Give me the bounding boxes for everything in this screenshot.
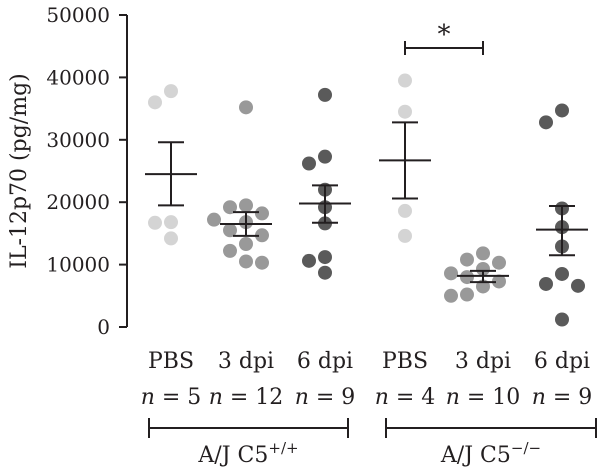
y-tick-label: 30000: [46, 128, 110, 152]
sample-size-symbol: n: [532, 385, 546, 410]
data-point: [460, 270, 474, 285]
sample-size-space: [309, 385, 316, 410]
sample-size-symbol: n: [141, 385, 155, 410]
data-point: [318, 149, 332, 164]
data-point: [318, 87, 332, 102]
sample-size-value: = 4: [396, 385, 435, 410]
data-point: [223, 223, 237, 238]
data-point: [302, 253, 316, 268]
sample-size-symbol: n: [446, 385, 460, 410]
data-point: [460, 287, 474, 302]
data-point: [239, 237, 253, 252]
data-point: [571, 278, 585, 293]
sample-size-space: [155, 385, 162, 410]
category-label: PBS: [382, 349, 428, 374]
data-point: [164, 231, 178, 246]
data-point: [492, 274, 506, 289]
sample-size-label: n = 4: [375, 385, 436, 410]
sample-size-space: [389, 385, 396, 410]
y-tick-label: 20000: [46, 190, 110, 214]
data-point: [223, 200, 237, 215]
category-group: [444, 246, 509, 303]
data-point: [318, 250, 332, 265]
data-point: [302, 156, 316, 171]
category-label: PBS: [148, 349, 194, 374]
category-group: [379, 73, 431, 243]
category-group: [299, 87, 351, 280]
data-point: [398, 104, 412, 119]
data-point: [555, 103, 569, 118]
group-label-superscript: +/+: [268, 439, 298, 457]
group-label-superscript: −/−: [511, 439, 541, 457]
sample-size-value: = 9: [553, 385, 592, 410]
significance-annotation: *: [404, 20, 484, 55]
data-point: [444, 266, 458, 281]
sample-size-value: = 5: [162, 385, 201, 410]
data-point: [164, 215, 178, 230]
group-label: A/J C5−/−: [440, 439, 541, 468]
group-brackets: A/J C5+/+ A/J C5−/−: [148, 418, 597, 468]
category-group: [145, 84, 197, 246]
category-group: [536, 103, 588, 327]
data-point: [318, 265, 332, 280]
y-tick-label: 10000: [46, 253, 110, 277]
sample-size-label: n = 9: [295, 385, 356, 410]
category-label: 3 dpi: [455, 349, 511, 374]
sample-size-space: [460, 385, 467, 410]
data-point: [398, 203, 412, 218]
data-point: [239, 198, 253, 213]
data-point: [476, 246, 490, 261]
y-tick-label: 50000: [46, 3, 110, 27]
data-point: [444, 288, 458, 303]
sample-size-symbol: n: [209, 385, 223, 410]
sample-size-value: = 12: [230, 385, 283, 410]
significance-star: *: [438, 20, 451, 50]
data-point: [492, 255, 506, 270]
category-label: 6 dpi: [297, 349, 353, 374]
category-group: [207, 100, 272, 270]
data-point: [255, 206, 269, 221]
data-point: [148, 95, 162, 110]
x-axis-labels: PBS n = 5 3 dpi n = 12 6 dpi n = 9 PBS n = 4 3 d…: [141, 349, 593, 410]
sample-size-symbol: n: [295, 385, 309, 410]
data-point: [476, 261, 490, 276]
data-point: [148, 215, 162, 230]
sample-size-label: n = 9: [532, 385, 593, 410]
sample-size-space: [546, 385, 553, 410]
plot-area: [145, 73, 588, 327]
data-point: [460, 252, 474, 267]
y-ticks: 0 10000 20000 30000 40000 50000: [46, 3, 127, 339]
data-point: [555, 312, 569, 327]
sample-size-label: n = 12: [209, 385, 284, 410]
data-point: [255, 255, 269, 270]
data-point: [223, 243, 237, 258]
group-label-main: A/J C5: [440, 443, 511, 468]
data-point: [239, 100, 253, 115]
data-point: [207, 212, 221, 227]
y-tick-label: 40000: [46, 65, 110, 89]
data-point: [239, 254, 253, 269]
sample-size-symbol: n: [375, 385, 389, 410]
category-label: 3 dpi: [218, 349, 274, 374]
y-axis-label: IL-12p70 (pg/mg): [7, 73, 32, 269]
data-point: [555, 266, 569, 281]
y-tick-label: 0: [97, 315, 110, 339]
group-label-main: A/J C5: [197, 443, 268, 468]
data-point: [398, 228, 412, 243]
data-point: [539, 115, 553, 130]
category-label: 6 dpi: [534, 349, 590, 374]
group-label: A/J C5+/+: [197, 439, 298, 468]
sample-size-value: = 10: [467, 385, 520, 410]
sample-size-label: n = 10: [446, 385, 521, 410]
sample-size-value: = 9: [316, 385, 355, 410]
sample-size-label: n = 5: [141, 385, 202, 410]
data-point: [539, 276, 553, 291]
data-point: [398, 73, 412, 88]
data-point: [255, 228, 269, 243]
sample-size-space: [223, 385, 230, 410]
data-point: [164, 84, 178, 99]
